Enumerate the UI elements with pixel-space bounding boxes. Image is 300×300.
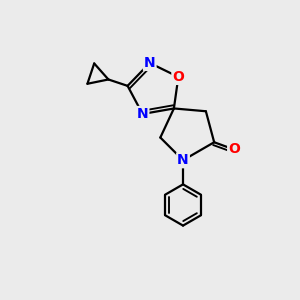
Text: N: N bbox=[177, 153, 189, 167]
Text: N: N bbox=[144, 56, 155, 70]
Text: O: O bbox=[172, 70, 184, 84]
Text: O: O bbox=[228, 142, 240, 157]
Text: N: N bbox=[137, 107, 148, 121]
